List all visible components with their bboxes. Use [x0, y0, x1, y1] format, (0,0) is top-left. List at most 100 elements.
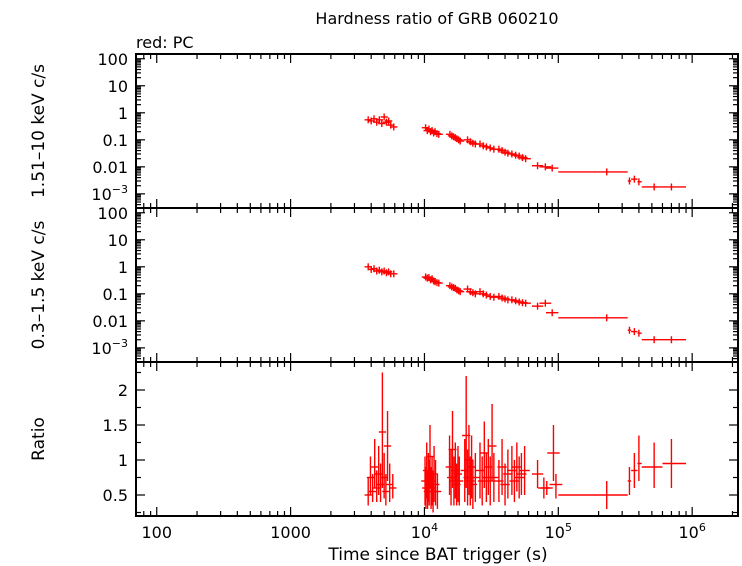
chart-title: Hardness ratio of GRB 060210 [315, 9, 558, 28]
y-tick-label: 2 [118, 381, 128, 400]
binned-point [627, 177, 632, 185]
data-point [368, 474, 377, 502]
data-point [390, 123, 398, 131]
binned-point [558, 481, 628, 509]
data-point [455, 456, 464, 506]
x-tick-label: 105 [545, 521, 572, 542]
y-tick-label: 0.1 [103, 131, 128, 150]
binned-point [637, 178, 642, 186]
data-point [481, 291, 491, 299]
y-tick-label: 0.01 [92, 158, 128, 177]
data-point [378, 120, 386, 128]
data-point [433, 130, 441, 138]
binned-point [641, 336, 663, 344]
data-point [456, 137, 465, 145]
y-tick-label: 0.01 [92, 312, 128, 331]
data-point [467, 435, 476, 499]
data-point [539, 163, 552, 171]
y-tick-label: 0.1 [103, 285, 128, 304]
data-point [520, 299, 531, 307]
binned-point [627, 467, 632, 495]
data-point [371, 439, 379, 488]
data-point [477, 456, 487, 506]
y-tick-label: 100 [97, 50, 128, 69]
data-point [547, 425, 560, 481]
data-point [434, 130, 443, 138]
panel-1: 100 10 1 0.1 0.01 10−3 1.51–10 keV c/s [29, 50, 739, 209]
binned-point [558, 314, 628, 322]
data-point [471, 453, 480, 502]
panel-frame [135, 361, 739, 517]
data-point [382, 474, 390, 506]
legend-text: red: PC [136, 33, 194, 52]
x-tick-label: 106 [678, 521, 705, 542]
data-point [383, 411, 392, 481]
panel-2: 100 10 1 0.1 0.01 10−3 0.3–1.5 keV c/s [29, 204, 739, 363]
y-tick-label: 10 [108, 77, 128, 96]
data-point [454, 287, 463, 295]
binned-point [631, 453, 638, 488]
y-axis-label: 1.51–10 keV c/s [29, 64, 49, 198]
binned-point [631, 175, 638, 183]
binned-point [627, 326, 632, 334]
y-tick-label: 1.5 [103, 416, 128, 435]
x-tick-labels: 100 1000 104 105 106 [141, 521, 705, 542]
data-point [487, 404, 497, 481]
data-point [378, 372, 387, 488]
data-point [514, 456, 525, 499]
y-tick-label: 10−3 [91, 337, 128, 358]
y-tick-label: 10−3 [91, 183, 128, 204]
y-tick-label: 1 [118, 451, 128, 470]
data-point [531, 162, 544, 170]
data-point [433, 474, 442, 509]
data-point [545, 309, 559, 317]
data-point [384, 117, 393, 125]
data-point [434, 279, 443, 287]
binned-point [641, 183, 663, 191]
binned-point [662, 336, 687, 344]
data-point [540, 481, 553, 495]
data-point [483, 439, 493, 495]
data-point [475, 442, 485, 499]
x-tick-label: 104 [411, 521, 438, 542]
data-point [520, 155, 531, 163]
y-tick-label: 100 [97, 204, 128, 223]
binned-point [558, 168, 628, 176]
y-tick-label: 0.5 [103, 486, 128, 505]
data-point [380, 113, 388, 121]
binned-point [637, 435, 642, 481]
data-point [453, 446, 463, 502]
data-point [454, 136, 463, 144]
data-point [456, 288, 465, 296]
x-axis-label: Time since BAT trigger (s) [327, 545, 547, 565]
data-point [489, 293, 499, 301]
binned-point [641, 442, 663, 488]
y-tick-label: 1 [118, 104, 128, 123]
data-point [503, 449, 513, 499]
data-point [471, 290, 480, 298]
y-axis-label: Ratio [29, 417, 49, 461]
data-point [503, 149, 513, 157]
binned-point [637, 329, 642, 337]
data-point [519, 446, 530, 495]
data-point [539, 299, 552, 307]
data-point [545, 164, 559, 172]
x-tick-label: 1000 [270, 523, 311, 542]
panel-3: 2 1.5 1 0.5 Ratio [29, 361, 739, 517]
y-axis-label: 0.3–1.5 keV c/s [29, 221, 49, 350]
data-point [507, 446, 517, 495]
data-point [549, 474, 563, 499]
data-point [390, 270, 398, 278]
data-point [375, 116, 383, 124]
binned-point [662, 439, 687, 488]
data-point [531, 302, 544, 310]
x-tick-label: 100 [141, 523, 172, 542]
y-tick-label: 10 [108, 231, 128, 250]
y-tick-label: 1 [118, 258, 128, 277]
data-point [430, 446, 438, 502]
data-point [531, 460, 544, 488]
data-point [511, 442, 522, 492]
data-point [481, 453, 491, 502]
data-point [481, 143, 491, 151]
